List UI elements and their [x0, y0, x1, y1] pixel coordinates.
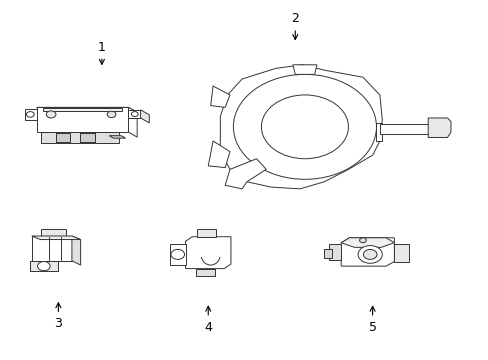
- Polygon shape: [393, 244, 408, 261]
- Polygon shape: [109, 136, 125, 138]
- Text: 3: 3: [54, 303, 62, 330]
- Polygon shape: [128, 107, 137, 137]
- Polygon shape: [128, 110, 140, 118]
- Polygon shape: [427, 118, 450, 138]
- Polygon shape: [292, 65, 316, 75]
- Polygon shape: [224, 159, 265, 189]
- Polygon shape: [324, 249, 331, 258]
- Circle shape: [171, 249, 184, 260]
- Polygon shape: [197, 229, 216, 237]
- Circle shape: [46, 111, 56, 118]
- Polygon shape: [185, 237, 230, 269]
- Polygon shape: [56, 133, 70, 142]
- Polygon shape: [196, 269, 215, 276]
- Circle shape: [233, 75, 376, 179]
- Polygon shape: [210, 86, 229, 107]
- Text: 1: 1: [98, 41, 105, 64]
- Polygon shape: [41, 132, 119, 143]
- Circle shape: [26, 112, 34, 117]
- Polygon shape: [341, 238, 393, 247]
- Polygon shape: [37, 107, 128, 132]
- Polygon shape: [328, 244, 341, 260]
- Polygon shape: [379, 124, 430, 134]
- Polygon shape: [37, 107, 137, 112]
- Polygon shape: [41, 229, 65, 236]
- Polygon shape: [220, 65, 382, 189]
- Text: 2: 2: [291, 12, 299, 40]
- Polygon shape: [30, 261, 58, 271]
- Circle shape: [261, 95, 348, 159]
- Circle shape: [38, 261, 50, 271]
- Circle shape: [131, 112, 138, 117]
- Text: 5: 5: [368, 306, 376, 334]
- Polygon shape: [169, 244, 185, 265]
- Polygon shape: [341, 238, 393, 266]
- Polygon shape: [43, 108, 122, 111]
- Polygon shape: [80, 133, 95, 142]
- Polygon shape: [376, 123, 382, 141]
- Polygon shape: [32, 236, 72, 261]
- Polygon shape: [32, 236, 81, 239]
- Polygon shape: [72, 236, 81, 265]
- Circle shape: [107, 111, 116, 118]
- Circle shape: [359, 238, 366, 243]
- Circle shape: [363, 249, 376, 260]
- Text: 4: 4: [204, 306, 212, 334]
- Polygon shape: [24, 109, 37, 120]
- Polygon shape: [140, 110, 149, 123]
- Polygon shape: [208, 141, 229, 168]
- Circle shape: [357, 246, 382, 263]
